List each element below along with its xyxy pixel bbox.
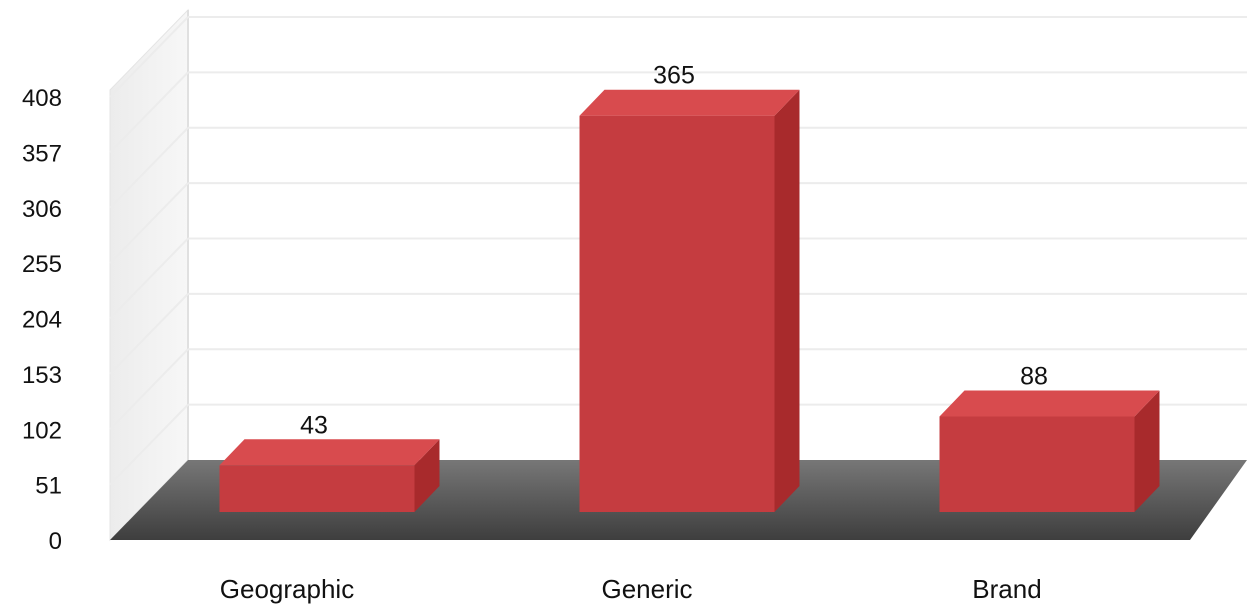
gridline-diagonal [109,127,189,209]
bar-side [1134,390,1160,512]
gridline-diagonal [109,16,189,98]
y-tick-label: 357 [22,140,62,167]
bar-side [774,89,800,513]
bars [219,89,1160,513]
bar-front [939,416,1135,512]
y-tick-label: 255 [22,251,62,278]
y-tick-label: 102 [22,417,62,444]
data-label: 88 [1020,362,1048,390]
bar-top [579,89,800,116]
bar-generic [579,89,800,513]
side-wall [109,8,189,542]
y-tick-label: 51 [35,473,62,500]
data-labels: 43 365 88 [300,62,1048,440]
y-tick-label: 306 [22,196,62,223]
gridline-diagonal [109,403,189,486]
y-axis-ticks: 0 51 102 153 204 255 306 357 408 [22,85,62,555]
bar-front [219,465,415,512]
x-axis-categories: Geographic Generic Brand [220,574,1042,604]
y-tick-label: 0 [49,528,62,555]
y-tick-label: 153 [22,362,62,389]
data-label: 43 [300,411,328,439]
data-label: 365 [653,62,695,90]
gridline-diagonal [109,293,189,375]
bar-side [414,439,440,512]
bar-front [579,115,775,513]
gridline-diagonal [109,71,189,154]
bar-geographic [219,439,440,512]
x-category-label: Brand [972,574,1041,604]
chart-back-wall [109,8,189,542]
gridline-diagonal [109,237,189,320]
x-category-label: Geographic [220,574,354,604]
gridline-diagonal [109,348,189,430]
x-category-label: Generic [601,574,692,604]
gridline-diagonal [109,182,189,264]
bar-top [939,390,1160,417]
y-tick-label: 204 [22,307,62,334]
y-tick-label: 408 [22,85,62,112]
bar-brand [939,390,1160,512]
bar-top [219,439,440,466]
